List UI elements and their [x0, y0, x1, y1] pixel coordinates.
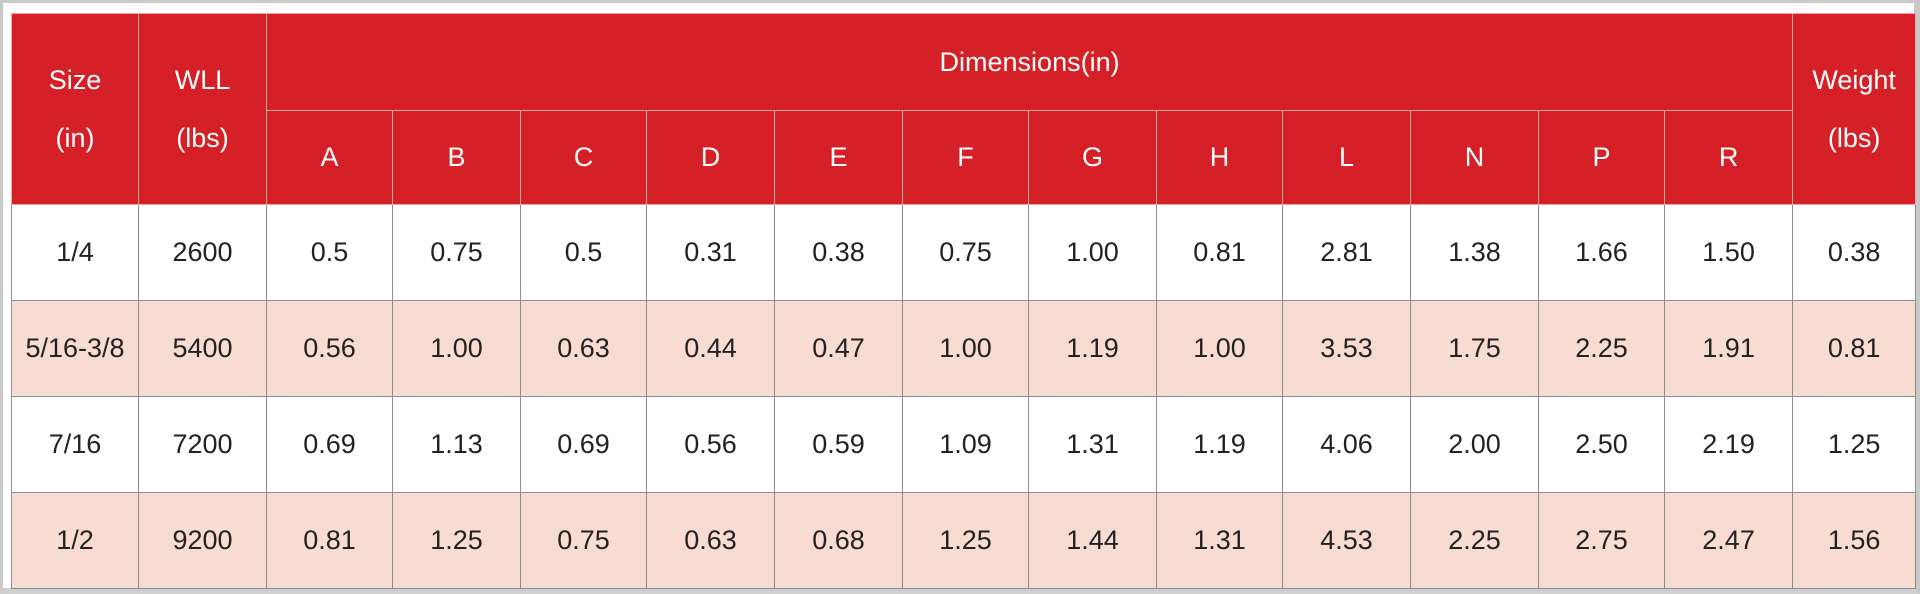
cell-size: 7/16: [11, 396, 139, 493]
cell-dim-e: 0.59: [774, 396, 903, 493]
cell-dim-g: 1.00: [1028, 204, 1157, 301]
cell-dim-b: 1.25: [392, 492, 521, 589]
cell-dim-f: 1.25: [902, 492, 1029, 589]
cell-size: 1/4: [11, 204, 139, 301]
header-dim-a: A: [266, 110, 393, 205]
header-size: Size (in): [11, 13, 139, 205]
cell-dim-b: 0.75: [392, 204, 521, 301]
cell-weight: 0.81: [1792, 300, 1917, 397]
cell-dim-n: 1.75: [1410, 300, 1539, 397]
cell-dim-c: 0.63: [520, 300, 647, 397]
table-body: 1/4 2600 0.5 0.75 0.5 0.31 0.38 0.75 1.0…: [11, 204, 1917, 589]
cell-dim-e: 0.47: [774, 300, 903, 397]
cell-dim-p: 1.66: [1538, 204, 1665, 301]
header-row-top: Size (in) WLL (lbs) Dimensions(in) Weigh…: [11, 13, 1917, 205]
header-weight-label: Weight: [1812, 65, 1896, 95]
header-dim-d: D: [646, 110, 775, 205]
cell-size: 1/2: [11, 492, 139, 589]
cell-size: 5/16-3/8: [11, 300, 139, 397]
cell-dim-c: 0.69: [520, 396, 647, 493]
cell-dim-g: 1.19: [1028, 300, 1157, 397]
cell-dim-r: 2.19: [1663, 396, 1794, 493]
cell-dim-a: 0.81: [266, 492, 393, 589]
table-row: 1/2 9200 0.81 1.25 0.75 0.63 0.68 1.25 1…: [11, 492, 1917, 589]
cell-dim-l: 3.53: [1282, 300, 1411, 397]
cell-dim-h: 1.19: [1156, 396, 1283, 493]
table-row: 7/16 7200 0.69 1.13 0.69 0.56 0.59 1.09 …: [11, 396, 1917, 493]
header-dimensions: Dimensions(in): [265, 13, 1794, 111]
cell-dim-g: 1.31: [1028, 396, 1157, 493]
cell-wll: 9200: [138, 492, 267, 589]
header-dim-r: R: [1663, 110, 1794, 205]
cell-dim-f: 0.75: [902, 204, 1029, 301]
cell-wll: 7200: [138, 396, 267, 493]
cell-dim-l: 2.81: [1282, 204, 1411, 301]
cell-weight: 1.56: [1792, 492, 1917, 589]
header-dim-h: H: [1156, 110, 1283, 205]
table-row: 1/4 2600 0.5 0.75 0.5 0.31 0.38 0.75 1.0…: [11, 204, 1917, 301]
cell-dim-h: 1.00: [1156, 300, 1283, 397]
cell-wll: 2600: [138, 204, 267, 301]
cell-dim-n: 1.38: [1410, 204, 1539, 301]
cell-dim-r: 1.50: [1663, 204, 1794, 301]
header-dim-g: G: [1028, 110, 1157, 205]
cell-dim-r: 2.47: [1663, 492, 1794, 589]
cell-dim-l: 4.06: [1282, 396, 1411, 493]
cell-dim-d: 0.63: [646, 492, 775, 589]
cell-dim-a: 0.56: [266, 300, 393, 397]
spec-table: Size (in) WLL (lbs) Dimensions(in) Weigh…: [11, 13, 1917, 589]
header-dim-f: F: [902, 110, 1029, 205]
header-dim-p: P: [1538, 110, 1665, 205]
cell-dim-n: 2.00: [1410, 396, 1539, 493]
cell-dim-e: 0.68: [774, 492, 903, 589]
cell-dim-p: 2.50: [1538, 396, 1665, 493]
cell-dim-e: 0.38: [774, 204, 903, 301]
cell-dim-d: 0.31: [646, 204, 775, 301]
header-row-dimension-letters: A B C D E F G H L N P R: [12, 110, 1916, 205]
cell-dim-p: 2.75: [1538, 492, 1665, 589]
table-header: Size (in) WLL (lbs) Dimensions(in) Weigh…: [11, 13, 1917, 205]
header-dim-e: E: [774, 110, 903, 205]
cell-dim-f: 1.00: [902, 300, 1029, 397]
cell-dim-b: 1.13: [392, 396, 521, 493]
cell-dim-d: 0.44: [646, 300, 775, 397]
cell-wll: 5400: [138, 300, 267, 397]
header-wll-unit: (lbs): [176, 123, 229, 153]
header-dim-l: L: [1282, 110, 1411, 205]
header-weight-unit: (lbs): [1827, 123, 1881, 153]
header-size-unit: (in): [55, 123, 95, 153]
cell-dim-a: 0.69: [266, 396, 393, 493]
cell-dim-f: 1.09: [902, 396, 1029, 493]
header-wll: WLL (lbs): [138, 13, 267, 205]
cell-dim-l: 4.53: [1282, 492, 1411, 589]
cell-dim-p: 2.25: [1538, 300, 1665, 397]
table-row: 5/16-3/8 5400 0.56 1.00 0.63 0.44 0.47 1…: [11, 300, 1917, 397]
cell-dim-h: 0.81: [1156, 204, 1283, 301]
header-size-label: Size: [48, 65, 102, 95]
cell-dim-c: 0.5: [520, 204, 647, 301]
cell-dim-c: 0.75: [520, 492, 647, 589]
cell-dim-h: 1.31: [1156, 492, 1283, 589]
cell-weight: 0.38: [1792, 204, 1917, 301]
header-dim-b: B: [392, 110, 521, 205]
cell-weight: 1.25: [1792, 396, 1917, 493]
cell-dim-r: 1.91: [1663, 300, 1794, 397]
cell-dim-n: 2.25: [1410, 492, 1539, 589]
cell-dim-a: 0.5: [266, 204, 393, 301]
header-wll-label: WLL: [174, 65, 231, 95]
header-dim-n: N: [1410, 110, 1539, 205]
header-dim-c: C: [520, 110, 647, 205]
cell-dim-b: 1.00: [392, 300, 521, 397]
header-weight: Weight (lbs): [1792, 13, 1917, 205]
cell-dim-d: 0.56: [646, 396, 775, 493]
cell-dim-g: 1.44: [1028, 492, 1157, 589]
